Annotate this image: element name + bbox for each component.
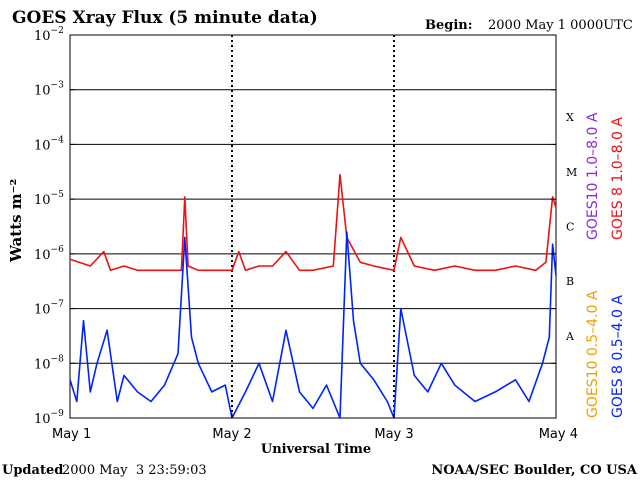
y-tick-exponent: −2 <box>51 26 64 36</box>
legend-goes10-short: GOES10 0.5–4.0 A <box>585 290 601 418</box>
updated-value: 2000 May 3 23:59:03 <box>62 463 207 478</box>
credit-text: NOAA/SEC Boulder, CO USA <box>431 463 638 478</box>
x-tick-label: May 1 <box>52 427 91 442</box>
flare-class-label: M <box>566 166 577 179</box>
updated-label: Updated <box>2 463 63 478</box>
flare-class-label: X <box>566 111 574 124</box>
x-axis-label: Universal Time <box>261 442 371 457</box>
legend-goes8-long: GOES 8 1.0–8.0 A <box>610 117 626 240</box>
plot-border <box>69 34 557 419</box>
x-tick-label: May 3 <box>374 427 413 442</box>
series-lines <box>69 173 557 419</box>
y-tick-exponent: −4 <box>51 135 65 145</box>
y-axis-label: Watts m⁻² <box>7 179 25 263</box>
plot-area <box>69 34 557 419</box>
chart-title: GOES Xray Flux (5 minute data) <box>12 8 318 28</box>
series-line-0 <box>69 173 557 272</box>
y-tick-exponent: −9 <box>51 409 65 419</box>
y-tick-exponent: −5 <box>51 190 65 200</box>
y-tick-exponent: −7 <box>51 300 65 310</box>
flare-class-label: B <box>566 275 574 288</box>
y-tick-exponent: −6 <box>51 245 65 255</box>
legend-goes10-long: GOES10 1.0–8.0 A <box>585 112 601 240</box>
grid-lines <box>70 34 556 419</box>
flare-class-label: C <box>566 221 574 234</box>
y-tick-exponent: −8 <box>51 354 65 364</box>
legend-goes8-short: GOES 8 0.5–4.0 A <box>610 295 626 418</box>
x-tick-label: May 4 <box>539 427 578 442</box>
y-tick-exponent: −3 <box>51 81 65 91</box>
series-line-1 <box>69 231 557 419</box>
flare-class-label: A <box>565 330 575 343</box>
begin-value: 2000 May 1 0000UTC <box>488 18 633 33</box>
begin-label: Begin: <box>425 18 473 33</box>
x-tick-label: May 2 <box>212 427 251 442</box>
legend: GOES10 1.0–8.0 A GOES 8 1.0–8.0 A GOES10… <box>585 112 626 418</box>
